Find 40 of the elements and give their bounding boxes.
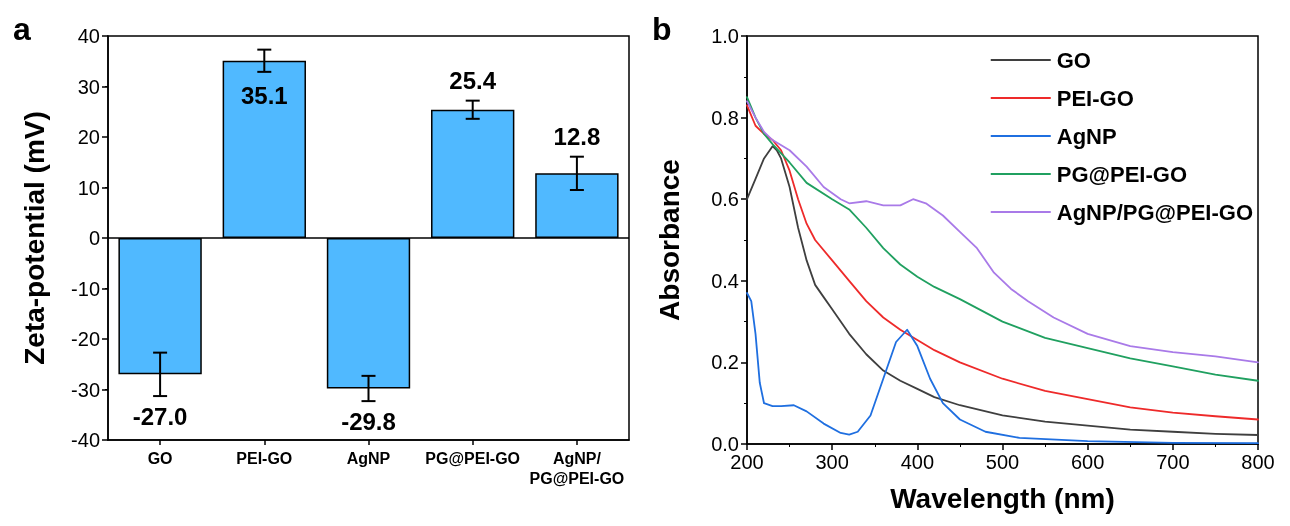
y-tick-label: 0 [88,227,100,249]
y-tick-label: 0.4 [711,269,739,292]
y-tick-label: -30 [71,378,100,401]
x-tick-label: AgNP [346,449,391,467]
x-tick-label: PEI-GO [236,449,293,467]
x-tick-label: 300 [815,451,849,473]
x-tick-label: 700 [1156,451,1190,473]
y-tick-label: 10 [77,176,100,199]
y-tick-label: 0.2 [711,351,739,374]
y-tick-label: -40 [71,429,100,451]
x-tick-label: GO [147,449,173,467]
x-tick-label: 400 [900,451,935,473]
chart-title: b [652,11,672,47]
y-tick-label: 40 [77,25,100,47]
y-tick-label: 0.8 [711,106,739,129]
x-tick-label: AgNP/ PG@PEI-GO [529,449,625,487]
legend-label: PG@PEI-GO [1056,161,1187,187]
x-tick-label: 600 [1070,451,1105,473]
data-label: -27.0 [132,402,188,430]
legend-label: GO [1056,47,1091,73]
x-tick-label: 500 [985,451,1020,473]
y-tick-label: 30 [77,75,100,98]
x-axis-title: Wavelength (nm) [890,482,1115,514]
legend-label: AgNP [1056,123,1117,149]
y-axis-title: Zeta-potential (mV) [18,111,50,365]
y-tick-label: -20 [71,328,100,350]
legend-label: AgNP/PG@PEI-GO [1056,199,1253,225]
data-label: 25.4 [449,67,497,95]
data-label: 35.1 [240,82,288,110]
y-tick-label: 0.6 [711,188,739,211]
y-axis-title: Absorbance [653,159,685,321]
chart-title: a [13,11,31,47]
data-label: 12.8 [553,123,601,151]
y-tick-label: 20 [77,126,100,148]
legend-label: PEI-GO [1056,85,1134,111]
y-tick-label: 1.0 [711,25,739,47]
data-label: -29.8 [341,407,396,435]
x-tick-label: PG@PEI-GO [425,449,521,467]
y-tick-label: -10 [71,277,100,300]
x-tick-label: 800 [1241,451,1275,473]
